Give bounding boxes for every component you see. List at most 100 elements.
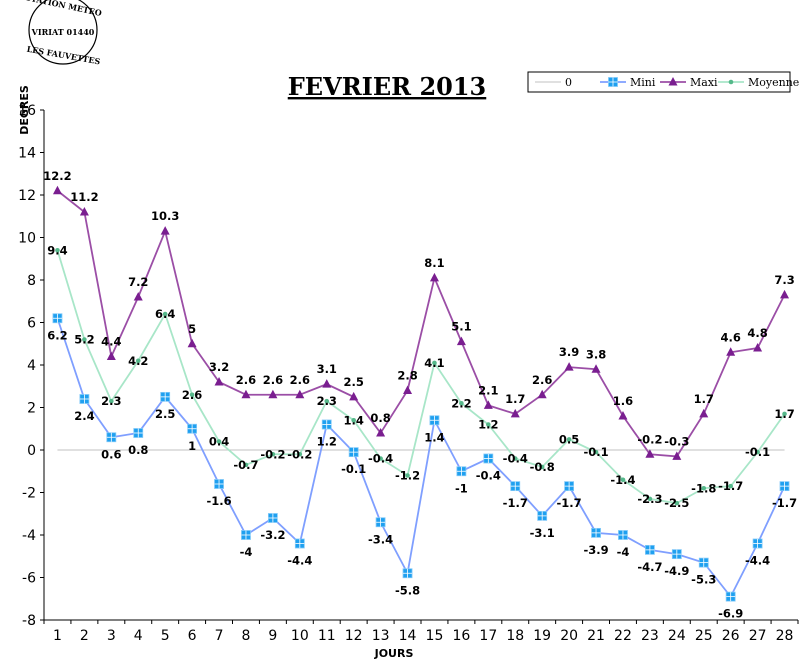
maxi-marker <box>187 338 197 348</box>
y-tick-label: -4 <box>22 528 36 544</box>
maxi-data-label: 1.7 <box>694 392 714 406</box>
moyenne-marker <box>486 422 491 427</box>
x-tick-label: 1 <box>53 628 62 644</box>
x-tick-label: 25 <box>695 628 713 644</box>
maxi-data-label: 3.1 <box>317 362 337 376</box>
moyenne-marker <box>593 449 599 455</box>
mini-data-label: -3.4 <box>368 532 393 546</box>
moyenne-marker <box>459 400 464 406</box>
moyenne-data-label: -0.1 <box>583 445 608 459</box>
mini-data-label: -1 <box>455 481 468 495</box>
x-tick-label: 15 <box>426 628 444 644</box>
maxi-marker <box>268 389 278 399</box>
moyenne-marker <box>674 500 680 506</box>
logo-circle <box>28 0 98 65</box>
x-tick-label: 22 <box>614 628 632 644</box>
mini-data-label: 1.4 <box>424 430 444 444</box>
mini-data-label: 2.5 <box>155 407 175 421</box>
x-tick-label: 14 <box>399 628 417 644</box>
maxi-marker <box>322 379 332 388</box>
moyenne-data-label: -1.7 <box>718 479 743 493</box>
maxi-marker <box>726 347 736 356</box>
y-tick-label: 10 <box>18 231 36 247</box>
maxi-marker <box>52 185 62 195</box>
mini-line <box>56 317 786 599</box>
station-logo: STATION METEO VIRIAT 01440 LES FAUVETTES <box>25 0 103 66</box>
maxi-marker <box>645 449 655 458</box>
x-tick-label: 19 <box>533 628 551 644</box>
moyenne-data-label: 0.5 <box>559 432 579 446</box>
maxi-data-label: 2.6 <box>532 373 552 387</box>
x-tick-label: 13 <box>372 628 390 644</box>
maxi-marker <box>699 408 709 418</box>
legend-item-mini: Mini <box>600 76 656 89</box>
legend-label-mini: Mini <box>630 76 656 89</box>
mini-data-label: -4.4 <box>287 554 312 568</box>
x-tick-label: 12 <box>345 628 363 644</box>
moyenne-marker <box>55 247 60 253</box>
maxi-data-label: 7.3 <box>774 273 794 287</box>
moyenne-data-label: -0.2 <box>287 447 312 461</box>
maxi-marker <box>537 389 547 399</box>
mini-data-label: -1.7 <box>772 496 797 510</box>
maxi-marker <box>79 207 89 216</box>
mini-data-label: 1.2 <box>317 435 337 449</box>
maxi-data-label: 11.2 <box>70 190 98 204</box>
x-tick-label: 7 <box>215 628 224 644</box>
maxi-marker <box>591 364 601 373</box>
maxi-marker <box>133 292 143 301</box>
mini-data-label: -6.9 <box>718 607 743 621</box>
maxi-data-label: -0.2 <box>637 432 662 446</box>
y-tick-label: 2 <box>27 401 36 417</box>
maxi-data-label: 1.7 <box>505 392 525 406</box>
moyenne-data-label: 6.4 <box>155 307 175 321</box>
moyenne-marker <box>324 398 330 404</box>
legend-item-zero: 0 <box>535 76 572 89</box>
x-tick-label: 27 <box>749 628 767 644</box>
moyenne-marker <box>297 451 303 457</box>
y-tick-label: -2 <box>22 486 36 502</box>
maxi-data-label: 4.8 <box>747 326 767 340</box>
maxi-marker <box>510 408 520 418</box>
maxi-marker <box>564 362 574 371</box>
maxi-data-label: 3.8 <box>586 347 606 361</box>
maxi-data-label: 2.1 <box>478 383 498 397</box>
moyenne-marker <box>566 437 572 442</box>
legend-label-maxi: Maxi <box>690 76 718 89</box>
x-tick-label: 9 <box>268 628 277 644</box>
maxi-data-label: 12.2 <box>43 169 71 183</box>
maxi-data-label: 0.8 <box>370 411 390 425</box>
y-tick-label: 16 <box>18 103 36 119</box>
moyenne-data-label: 2.3 <box>317 394 337 408</box>
chart-title: FEVRIER 2013 <box>288 72 487 101</box>
moyenne-data-label: 5.2 <box>74 333 94 347</box>
moyenne-marker <box>728 483 733 489</box>
x-tick-label: 24 <box>668 628 686 644</box>
legend-label-moyenne: Moyenne <box>748 76 799 89</box>
maxi-data-label: 8.1 <box>424 256 444 270</box>
moyenne-data-label: 1.4 <box>343 413 363 427</box>
legend-item-moyenne: Moyenne <box>718 76 799 89</box>
moyenne-marker <box>378 456 383 461</box>
series-layer <box>52 185 790 602</box>
y-ticks: -8 -6 -4 -2 0 2 4 6 8 10 12 14 16 <box>18 103 44 629</box>
mini-data-label: -3.2 <box>260 528 285 542</box>
mini-data-label: -4.9 <box>664 564 689 578</box>
x-tick-label: 20 <box>560 628 578 644</box>
x-tick-label: 21 <box>587 628 605 644</box>
moyenne-data-label: -2.5 <box>664 496 689 510</box>
y-axis-label: DEGRES <box>18 85 31 135</box>
mini-data-label: 1 <box>188 439 196 453</box>
x-tick-label: 26 <box>722 628 740 644</box>
y-tick-label: 12 <box>18 188 36 204</box>
maxi-marker <box>241 389 251 399</box>
maxi-marker <box>160 226 170 235</box>
y-tick-label: 0 <box>27 443 36 459</box>
moyenne-data-label: -1.4 <box>610 473 635 487</box>
moyenne-data-label: 1.7 <box>774 407 794 421</box>
maxi-marker <box>483 400 493 409</box>
maxi-marker <box>349 391 359 401</box>
x-tick-label: 4 <box>134 628 143 644</box>
legend: 0 Mini Maxi Moyenne <box>527 71 799 93</box>
